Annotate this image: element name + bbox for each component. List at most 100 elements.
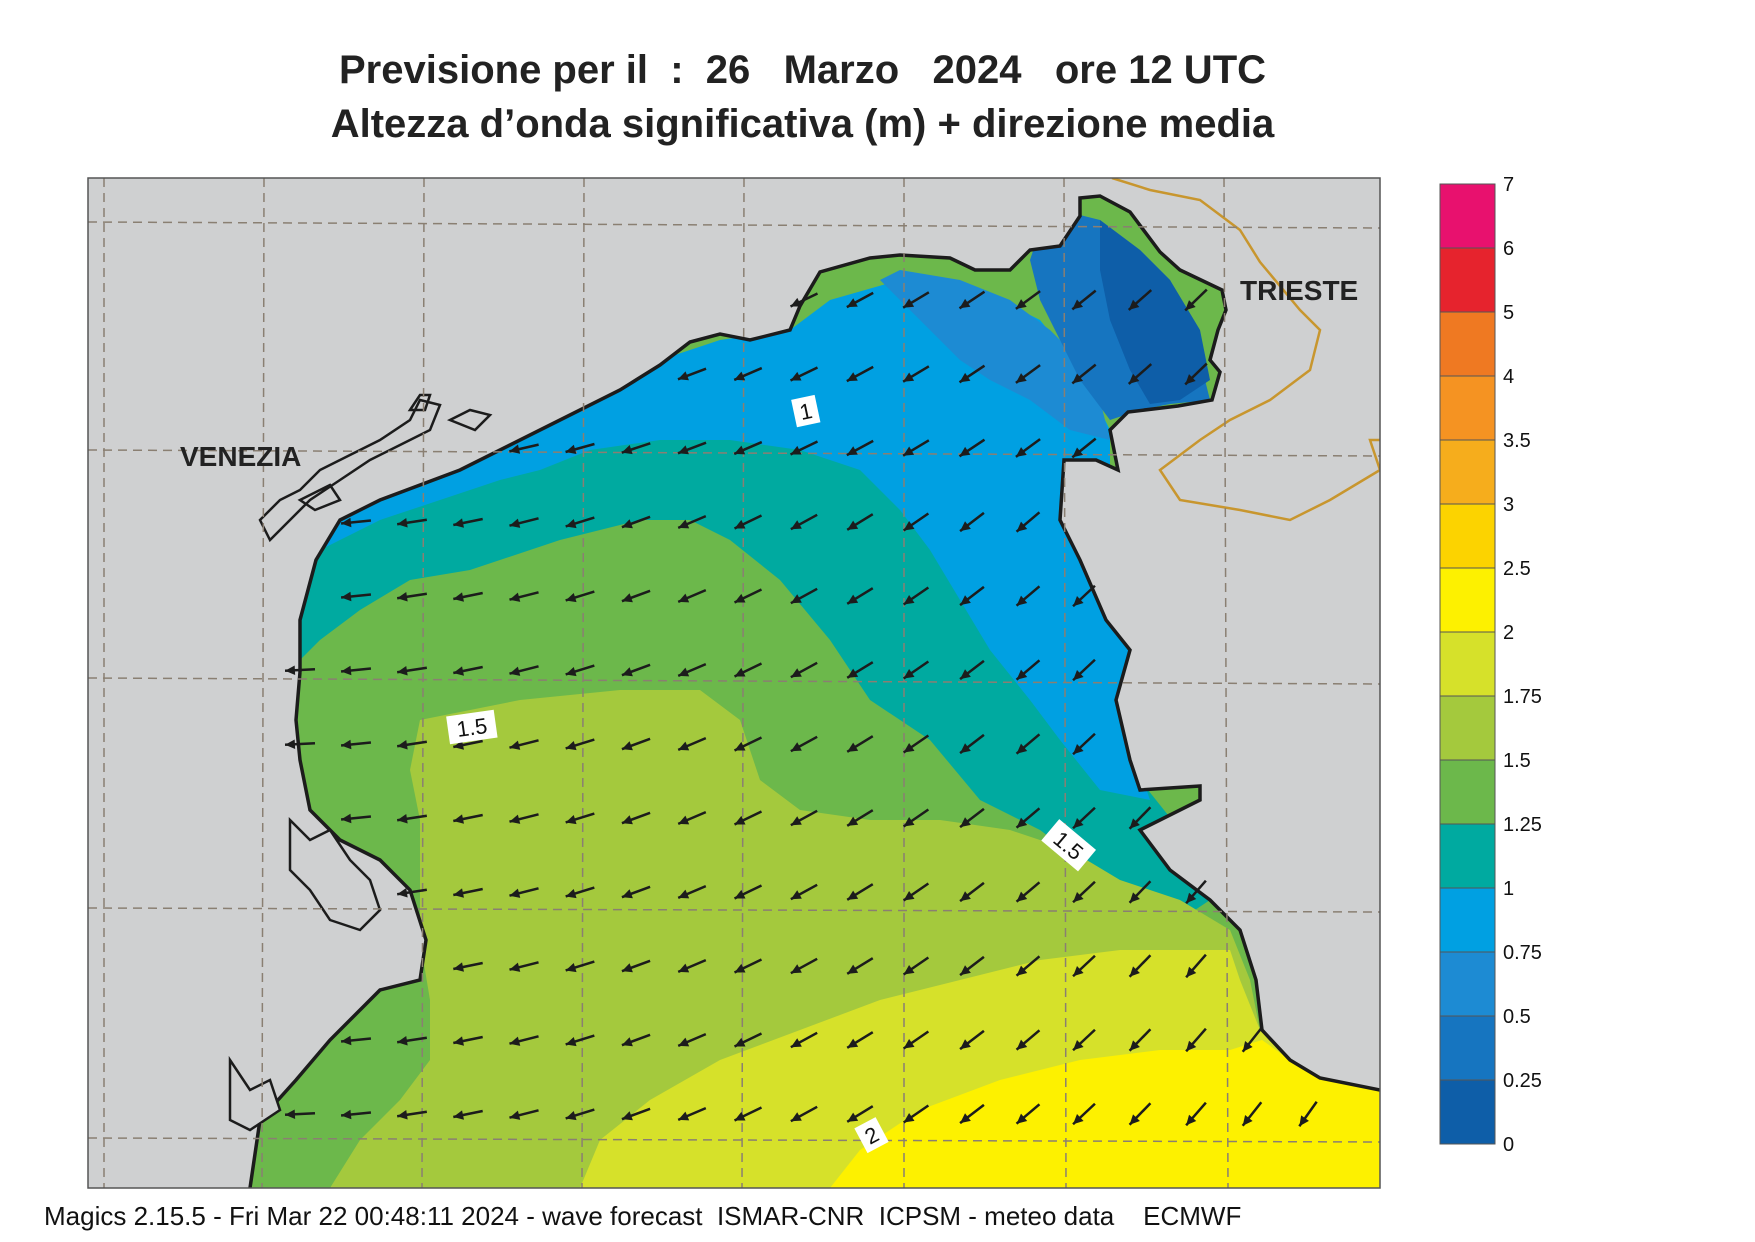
contour-label-2: 2 bbox=[854, 1117, 889, 1154]
wave-arrow-head bbox=[565, 592, 577, 603]
wave-arrow-head bbox=[847, 1112, 859, 1122]
contour-label-1: 1 bbox=[791, 394, 821, 428]
colorbar-swatch bbox=[1439, 183, 1496, 249]
wave-arrow-head bbox=[903, 816, 915, 827]
colorbar-swatch bbox=[1439, 1079, 1496, 1145]
wave-arrow-head bbox=[903, 1112, 915, 1123]
wave-arrow-head bbox=[397, 740, 408, 750]
wave-arrow-head bbox=[678, 741, 690, 751]
wave-arrow-head bbox=[1073, 1039, 1084, 1051]
wave-arrow-head bbox=[509, 518, 521, 528]
wave-arrow-head bbox=[903, 298, 915, 308]
wave-arrow-head bbox=[678, 815, 690, 825]
contour-label-1-5-west: 1.5 bbox=[446, 709, 498, 745]
wave-arrow-head bbox=[397, 592, 408, 602]
wave-arrow-head bbox=[846, 446, 858, 456]
wave-arrow-head bbox=[1016, 595, 1028, 606]
wave-arrow-head bbox=[1299, 1115, 1309, 1127]
wave-arrow-head bbox=[1072, 373, 1084, 384]
wave-arrow-head bbox=[903, 668, 915, 679]
colorbar-tick-label: 1.5 bbox=[1503, 750, 1531, 772]
wave-arrow-head bbox=[678, 889, 690, 899]
wave-arrow-head bbox=[1185, 300, 1196, 311]
wave-arrow-head bbox=[453, 962, 464, 972]
wave-arrow-head bbox=[1016, 1039, 1028, 1050]
colorbar-tick-label: 3.5 bbox=[1503, 430, 1531, 452]
wave-arrow-head bbox=[1015, 447, 1027, 457]
wave-arrow-head bbox=[397, 1036, 408, 1046]
wave-arrow-head bbox=[847, 668, 859, 678]
colorbar-swatch bbox=[1439, 951, 1496, 1017]
wave-arrow-head bbox=[790, 890, 802, 900]
colorbar-tick-label: 0.25 bbox=[1503, 1070, 1542, 1092]
wave-arrow-head bbox=[565, 814, 577, 825]
wave-arrow-head bbox=[959, 446, 971, 457]
wave-arrow-head bbox=[903, 594, 915, 605]
wave-arrow-head bbox=[734, 889, 746, 899]
wave-arrow-head bbox=[847, 816, 859, 826]
wave-arrow-head bbox=[1016, 891, 1028, 902]
wave-arrow-head bbox=[285, 665, 296, 676]
wave-arrow-head bbox=[1186, 892, 1197, 904]
wave-arrow-head bbox=[960, 521, 971, 532]
colorbar-tick-label: 3 bbox=[1503, 494, 1514, 516]
wave-arrow-head bbox=[790, 816, 802, 826]
wave-arrow-head bbox=[453, 592, 464, 602]
wave-arrow-head bbox=[790, 1112, 802, 1122]
wave-arrow-head bbox=[621, 519, 633, 529]
wave-arrow-head bbox=[509, 740, 521, 750]
wave-arrow-head bbox=[341, 517, 352, 528]
wave-arrow-head bbox=[509, 592, 521, 602]
wave-arrow-head bbox=[1015, 299, 1027, 309]
band-1-to-1-25 bbox=[300, 400, 1240, 920]
wave-arrow-head bbox=[734, 1111, 746, 1121]
wave-arrow-head bbox=[847, 520, 859, 530]
wave-arrow-head bbox=[790, 964, 802, 974]
wave-arrow-head bbox=[790, 371, 802, 381]
wave-arrow-head bbox=[509, 666, 521, 676]
wave-arrow-head bbox=[397, 888, 408, 898]
svg-text:1.5: 1.5 bbox=[455, 713, 489, 742]
wave-arrow-head bbox=[847, 890, 859, 900]
wave-arrow-head bbox=[621, 593, 633, 603]
wave-arrow-head bbox=[790, 742, 802, 752]
wave-arrow-head bbox=[621, 667, 633, 677]
footer-credits: Magics 2.15.5 - Fri Mar 22 00:48:11 2024… bbox=[44, 1201, 1242, 1231]
wave-direction-arrows bbox=[284, 288, 1318, 1127]
wave-arrow-head bbox=[341, 1035, 352, 1046]
wave-arrow-head bbox=[453, 1110, 464, 1120]
band-0-75-to-1 bbox=[300, 280, 1150, 800]
wave-arrow-head bbox=[734, 667, 746, 677]
colorbar-swatch bbox=[1439, 631, 1496, 697]
colorbar-tick-label: 4 bbox=[1503, 366, 1514, 388]
wave-arrow-head bbox=[1129, 1040, 1140, 1051]
state-border bbox=[1111, 178, 1380, 522]
wave-arrow-head bbox=[790, 520, 802, 530]
wave-arrow-head bbox=[678, 519, 690, 529]
wave-arrow-head bbox=[397, 1110, 408, 1120]
wave-arrow-head bbox=[1073, 669, 1084, 681]
wave-arrow-head bbox=[790, 1038, 802, 1048]
wave-arrow-head bbox=[621, 741, 633, 751]
wave-arrow-head bbox=[509, 888, 521, 898]
coastline-west bbox=[248, 671, 428, 1188]
map-area: 1 1.5 1.5 2 VENEZIA TRIESTE bbox=[88, 178, 1380, 1188]
wave-arrow-head bbox=[846, 298, 858, 308]
wave-arrow-head bbox=[1186, 966, 1197, 978]
po-delta bbox=[228, 816, 382, 1132]
wave-arrow-head bbox=[565, 1036, 577, 1047]
map-frame bbox=[87, 177, 1381, 1189]
colorbar-swatch bbox=[1439, 887, 1496, 953]
wave-arrow-head bbox=[341, 665, 352, 676]
colorbar-swatch bbox=[1439, 311, 1496, 377]
wave-arrow-head bbox=[1016, 965, 1028, 976]
colorbar-swatch bbox=[1439, 503, 1496, 569]
wave-arrow-head bbox=[903, 446, 915, 456]
wave-arrow-head bbox=[453, 814, 464, 824]
wave-arrow-head bbox=[1016, 743, 1028, 754]
colorbar-swatch bbox=[1439, 567, 1496, 633]
wave-arrow-head bbox=[1016, 521, 1028, 532]
colorbar-tick-label: 0 bbox=[1503, 1134, 1514, 1156]
wave-arrow-head bbox=[565, 1110, 577, 1121]
wave-arrow-head bbox=[903, 1038, 915, 1049]
